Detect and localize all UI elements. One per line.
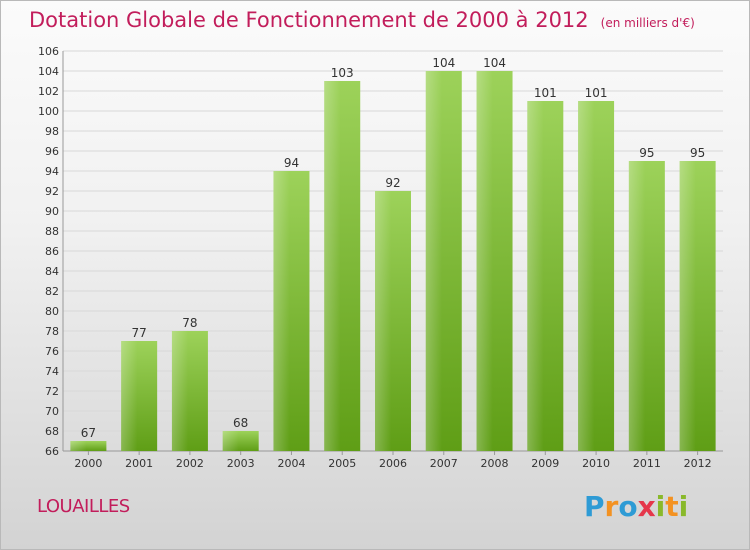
y-tick-label: 96	[45, 145, 59, 158]
y-tick-label: 76	[45, 345, 59, 358]
data-label: 95	[639, 146, 654, 160]
x-tick-label: 2010	[582, 457, 610, 470]
bar-highlight	[476, 71, 493, 451]
bar-highlight	[324, 81, 341, 451]
bar-highlight	[70, 441, 87, 451]
data-label: 67	[81, 426, 96, 440]
bar-highlight	[375, 191, 392, 451]
y-tick-label: 78	[45, 325, 59, 338]
commune-name: LOUAILLES	[37, 496, 130, 517]
y-tick-label: 102	[38, 85, 59, 98]
x-tick-label: 2007	[430, 457, 458, 470]
data-label: 101	[585, 86, 608, 100]
x-tick-label: 2003	[227, 457, 255, 470]
chart-unit: (en milliers d'€)	[600, 16, 695, 30]
bar-highlight	[578, 101, 595, 451]
bar-highlight	[527, 101, 544, 451]
x-tick-label: 2012	[684, 457, 712, 470]
bar-highlight	[222, 431, 239, 451]
y-tick-label: 72	[45, 385, 59, 398]
proxiti-logo: Proxiti	[584, 490, 689, 523]
y-tick-label: 80	[45, 305, 59, 318]
bar-highlight	[679, 161, 696, 451]
y-tick-label: 86	[45, 245, 59, 258]
data-label: 104	[432, 56, 455, 70]
bar-highlight	[628, 161, 646, 451]
data-label: 77	[132, 326, 147, 340]
data-label: 95	[690, 146, 705, 160]
data-label: 101	[534, 86, 557, 100]
x-tick-label: 2006	[379, 457, 407, 470]
x-tick-label: 2001	[125, 457, 153, 470]
y-tick-label: 106	[38, 45, 59, 58]
bar-2000	[70, 441, 107, 451]
axes: 66 68 70 72 74 76 78 80 82 84 86 88 90 92 94 96 98 100 102…	[38, 45, 723, 470]
chart-title: Dotation Globale de Fonctionnement de 20…	[29, 8, 695, 32]
data-label: 78	[182, 316, 197, 330]
x-tick-label: 2009	[531, 457, 559, 470]
y-tick-label: 82	[45, 285, 59, 298]
x-tick-label: 2005	[328, 457, 356, 470]
y-tick-label: 84	[45, 265, 59, 278]
data-label: 92	[385, 176, 400, 190]
bar-highlight	[273, 171, 290, 451]
data-labels: 67 77 78 68 94 103 92 104 104 101 101 95 95	[81, 56, 706, 440]
bar-highlight	[425, 71, 442, 451]
data-label: 68	[233, 416, 248, 430]
x-tick-label: 2004	[277, 457, 305, 470]
x-tick-label: 2008	[481, 457, 509, 470]
data-label: 103	[331, 66, 354, 80]
y-tick-label: 70	[45, 405, 59, 418]
y-tick-label: 74	[45, 365, 59, 378]
y-tick-label: 94	[45, 165, 59, 178]
y-tick-label: 100	[38, 105, 59, 118]
y-tick-label: 68	[45, 425, 59, 438]
x-tick-label: 2002	[176, 457, 204, 470]
y-tick-label: 104	[38, 65, 59, 78]
x-tick-label: 2011	[633, 457, 661, 470]
bar-highlight	[171, 331, 189, 451]
y-tick-label: 98	[45, 125, 59, 138]
y-tick-label: 90	[45, 205, 59, 218]
x-tick-label: 2000	[74, 457, 102, 470]
data-label: 94	[284, 156, 299, 170]
bars	[70, 71, 716, 451]
y-tick-label: 66	[45, 445, 59, 458]
bar-highlight	[121, 341, 138, 451]
y-tick-label: 92	[45, 185, 59, 198]
data-label: 104	[483, 56, 506, 70]
y-tick-label: 88	[45, 225, 59, 238]
chart-title-text: Dotation Globale de Fonctionnement de 20…	[29, 8, 589, 32]
